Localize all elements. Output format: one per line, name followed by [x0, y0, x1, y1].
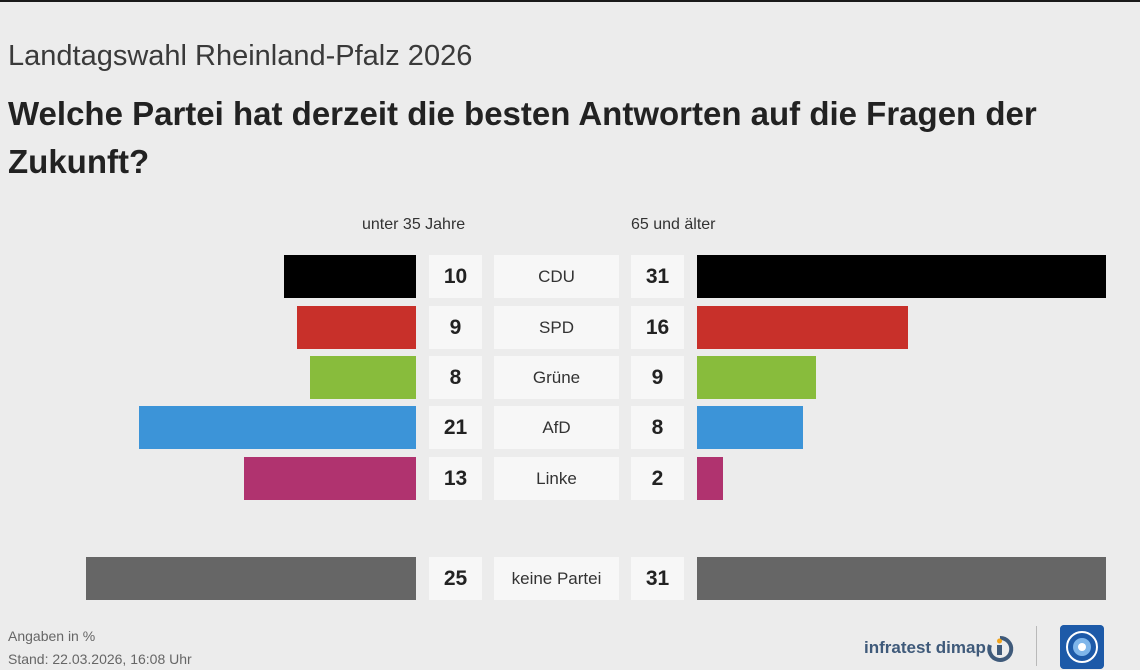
legend-right-series: 65 und älter	[631, 216, 716, 233]
bar-left-keine-partei	[86, 557, 416, 600]
category-label-grüne: Grüne	[494, 356, 619, 399]
footer-unit-note: Angaben in %	[8, 628, 96, 644]
value-left-grüne: 8	[429, 356, 482, 399]
infratest-dimap-logo-icon	[987, 635, 1014, 662]
bar-right-spd	[697, 306, 908, 349]
value-right-afd: 8	[631, 406, 684, 449]
source-label: infratest dimap	[864, 638, 986, 657]
value-left-afd: 21	[429, 406, 482, 449]
chart-subtitle: Landtagswahl Rheinland-Pfalz 2026	[8, 40, 473, 72]
category-label-linke: Linke	[494, 457, 619, 500]
category-label-keine-partei: keine Partei	[494, 557, 619, 600]
value-right-keine-partei: 31	[631, 557, 684, 600]
value-left-cdu: 10	[429, 255, 482, 298]
legend-left-series: unter 35 Jahre	[362, 216, 466, 233]
bar-left-linke	[244, 457, 416, 500]
bar-left-afd	[139, 406, 416, 449]
value-right-grüne: 9	[631, 356, 684, 399]
bar-right-keine-partei	[697, 557, 1106, 600]
value-left-spd: 9	[429, 306, 482, 349]
chart-title: Welche Partei hat derzeit die besten Ant…	[8, 95, 1037, 180]
bar-left-spd	[297, 306, 416, 349]
category-label-afd: AfD	[494, 406, 619, 449]
bar-right-linke	[697, 457, 723, 500]
bar-right-cdu	[697, 255, 1106, 298]
bar-right-grüne	[697, 356, 816, 399]
top-rule	[0, 0, 1140, 2]
category-label-cdu: CDU	[494, 255, 619, 298]
ard-logo-icon	[1060, 625, 1104, 669]
footer-divider	[1036, 626, 1037, 666]
category-label-spd: SPD	[494, 306, 619, 349]
value-right-cdu: 31	[631, 255, 684, 298]
footer-timestamp: Stand: 22.03.2026, 16:08 Uhr	[8, 651, 192, 667]
value-right-spd: 16	[631, 306, 684, 349]
bar-left-cdu	[284, 255, 416, 298]
value-left-linke: 13	[429, 457, 482, 500]
value-left-keine-partei: 25	[429, 557, 482, 600]
value-right-linke: 2	[631, 457, 684, 500]
bar-right-afd	[697, 406, 803, 449]
bar-left-grüne	[310, 356, 416, 399]
